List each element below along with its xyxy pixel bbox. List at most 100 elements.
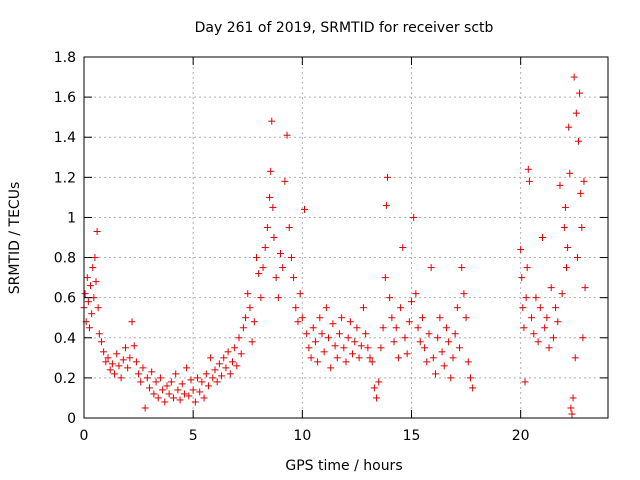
- data-point: [325, 334, 333, 342]
- data-point: [532, 294, 540, 302]
- data-point: [518, 274, 526, 282]
- data-point: [200, 394, 208, 402]
- data-point: [121, 344, 129, 352]
- y-tick-label: 0.2: [54, 371, 76, 387]
- data-point: [106, 366, 114, 374]
- data-point: [453, 304, 461, 312]
- data-point: [287, 254, 295, 262]
- data-point: [204, 382, 212, 390]
- data-point: [390, 338, 398, 346]
- data-point: [545, 344, 553, 352]
- data-point: [447, 374, 455, 382]
- data-point: [252, 254, 260, 262]
- data-point: [290, 274, 298, 282]
- data-point: [268, 117, 276, 125]
- data-point: [355, 354, 363, 362]
- data-point: [235, 334, 243, 342]
- data-point: [392, 324, 400, 332]
- data-point: [242, 314, 250, 322]
- data-point: [307, 354, 315, 362]
- data-point: [571, 354, 579, 362]
- data-point: [209, 374, 217, 382]
- y-tick-label: 1.2: [54, 170, 76, 186]
- data-point: [331, 342, 339, 350]
- data-point: [517, 246, 525, 254]
- data-point: [536, 304, 544, 312]
- data-point: [126, 354, 134, 362]
- data-point: [558, 290, 566, 298]
- data-point: [423, 358, 431, 366]
- data-point: [292, 304, 300, 312]
- data-point: [438, 348, 446, 356]
- data-point: [576, 89, 584, 97]
- data-point: [222, 364, 230, 372]
- data-point: [382, 201, 390, 209]
- data-point: [97, 338, 105, 346]
- data-point: [150, 390, 158, 398]
- data-point: [466, 374, 474, 382]
- data-point: [563, 264, 571, 272]
- y-tick-label: 1: [67, 210, 76, 226]
- data-point: [554, 318, 562, 326]
- plot-frame: [83, 56, 609, 419]
- data-point: [408, 298, 415, 306]
- data-point: [449, 354, 457, 362]
- data-point: [377, 344, 385, 352]
- data-point: [228, 358, 236, 366]
- x-axis-label: GPS time / hours: [285, 458, 402, 474]
- data-point: [94, 304, 102, 312]
- data-point: [85, 324, 93, 332]
- data-point: [91, 254, 99, 262]
- x-tick-label: 15: [403, 428, 421, 444]
- data-point: [440, 362, 448, 370]
- data-point: [456, 344, 464, 352]
- data-point: [464, 358, 472, 366]
- data-point: [84, 298, 92, 306]
- data-point: [255, 270, 263, 278]
- data-point: [207, 354, 215, 362]
- data-point: [146, 384, 153, 392]
- data-point: [226, 370, 234, 378]
- data-point: [522, 294, 530, 302]
- data-point: [87, 282, 95, 290]
- x-tick-label: 20: [512, 428, 530, 444]
- data-point: [237, 350, 245, 358]
- data-point: [218, 372, 226, 380]
- data-point: [458, 264, 466, 272]
- data-point: [405, 318, 413, 326]
- data-point: [569, 394, 577, 402]
- data-point: [427, 264, 435, 272]
- data-point: [520, 324, 528, 332]
- data-point: [561, 203, 569, 211]
- data-point: [259, 264, 267, 272]
- data-point: [296, 290, 304, 298]
- data-point: [159, 386, 167, 394]
- data-point: [250, 318, 258, 326]
- data-point: [187, 376, 195, 384]
- data-point: [416, 338, 424, 346]
- data-point: [220, 354, 228, 362]
- data-point: [434, 334, 442, 342]
- data-point: [281, 177, 289, 185]
- data-point: [346, 318, 354, 326]
- data-point: [421, 344, 429, 352]
- data-point: [322, 304, 330, 312]
- data-point: [578, 223, 586, 231]
- data-point: [139, 364, 147, 372]
- data-point: [165, 390, 173, 398]
- data-point: [425, 330, 433, 338]
- data-point: [572, 109, 580, 117]
- data-point: [270, 234, 278, 241]
- data-point: [113, 350, 121, 358]
- data-point: [95, 330, 103, 338]
- chart-title: Day 261 of 2019, SRMTID for receiver sct…: [195, 20, 494, 36]
- y-tick-label: 1.8: [54, 50, 76, 66]
- data-point: [353, 324, 361, 332]
- data-point: [269, 203, 277, 211]
- data-point: [399, 244, 407, 252]
- data-point: [213, 378, 221, 386]
- data-point: [309, 324, 317, 332]
- data-point: [244, 290, 252, 298]
- data-point: [170, 394, 178, 402]
